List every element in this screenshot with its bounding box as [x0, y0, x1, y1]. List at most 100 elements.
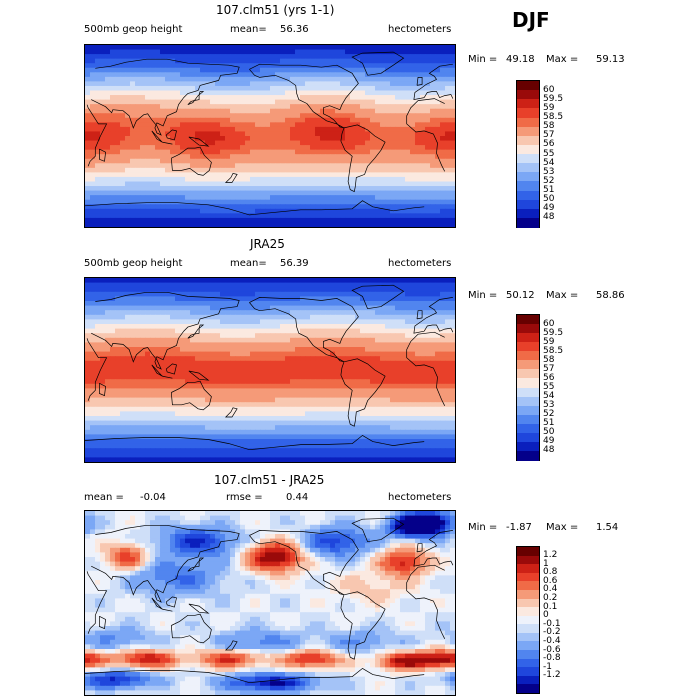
field-cell — [250, 370, 256, 376]
field-cell — [260, 388, 266, 394]
field-cell — [395, 145, 401, 151]
field-cell — [150, 337, 156, 343]
field-cell — [115, 328, 121, 334]
field-cell — [125, 186, 131, 192]
field-cell — [135, 72, 141, 78]
field-cell — [295, 204, 301, 210]
field-cell — [330, 81, 336, 87]
field-cell — [85, 314, 91, 320]
field-cell — [215, 328, 221, 334]
field-cell — [265, 301, 271, 307]
field-cell — [185, 81, 191, 87]
field-cell — [345, 324, 351, 330]
field-cell — [95, 117, 101, 123]
field-cell — [205, 351, 211, 357]
field-cell — [175, 81, 181, 87]
field-cell — [410, 181, 416, 187]
field-cell — [350, 217, 356, 224]
field-cell — [160, 213, 166, 219]
field-cell — [420, 186, 426, 192]
field-cell — [200, 67, 206, 73]
panel2-field-label: 500mb geop height — [84, 258, 183, 269]
field-cell — [140, 108, 146, 114]
field-cell — [145, 282, 151, 288]
field-cell — [450, 222, 455, 227]
field-cell — [235, 81, 241, 87]
field-cell — [360, 217, 366, 224]
field-cell — [230, 328, 236, 334]
field-cell — [105, 374, 111, 380]
field-cell — [105, 360, 111, 366]
field-cell — [230, 397, 236, 403]
field-cell — [385, 63, 391, 69]
field-cell — [400, 379, 406, 385]
field-cell — [165, 149, 171, 155]
field-cell — [345, 305, 351, 311]
field-cell — [190, 337, 196, 343]
field-cell — [330, 199, 336, 205]
field-cell — [315, 190, 321, 196]
field-cell — [295, 199, 301, 205]
field-cell — [295, 149, 301, 155]
field-cell — [370, 333, 376, 339]
field-cell — [100, 90, 106, 96]
field-cell — [270, 136, 276, 142]
field-cell — [310, 383, 316, 389]
field-cell — [200, 370, 206, 376]
field-cell — [135, 347, 141, 353]
field-cell — [110, 45, 116, 51]
field-cell — [165, 291, 171, 297]
field-cell — [255, 104, 261, 110]
field-cell — [155, 287, 161, 293]
field-cell — [360, 49, 366, 55]
field-cell — [105, 282, 111, 288]
field-cell — [185, 95, 191, 101]
field-cell — [85, 81, 91, 87]
field-cell — [180, 291, 186, 297]
field-cell — [380, 388, 386, 394]
field-cell — [370, 374, 376, 380]
field-cell — [340, 158, 346, 164]
field-cell — [245, 333, 251, 339]
field-cell — [205, 154, 211, 160]
field-cell — [140, 379, 146, 385]
field-cell — [410, 217, 416, 224]
field-cell — [150, 204, 156, 210]
field-cell — [335, 278, 341, 284]
field-cell — [315, 90, 321, 96]
field-cell — [125, 204, 131, 210]
field-cell — [220, 383, 226, 389]
field-cell — [270, 328, 276, 334]
field-cell — [395, 95, 401, 101]
field-cell — [350, 126, 356, 133]
field-cell — [145, 301, 151, 307]
field-cell — [415, 342, 421, 348]
field-cell — [180, 113, 186, 119]
field-cell — [325, 45, 331, 51]
field-cell — [310, 397, 316, 403]
field-cell — [200, 45, 206, 51]
field-cell — [150, 351, 156, 357]
field-cell — [380, 296, 386, 302]
field-cell — [340, 167, 346, 173]
field-cell — [105, 90, 111, 96]
field-cell — [420, 45, 426, 51]
field-cell — [180, 163, 186, 169]
field-cell — [250, 287, 256, 293]
field-cell — [330, 278, 336, 284]
field-cell — [105, 199, 111, 205]
field-cell — [350, 393, 356, 399]
field-cell — [170, 301, 176, 307]
field-cell — [90, 136, 96, 142]
field-cell — [280, 190, 286, 196]
field-cell — [230, 305, 236, 311]
field-cell — [85, 356, 91, 362]
field-cell — [145, 347, 151, 353]
field-cell — [270, 393, 276, 399]
field-cell — [330, 154, 336, 160]
field-cell — [210, 131, 216, 137]
field-cell — [210, 328, 216, 334]
field-cell — [220, 45, 226, 51]
field-cell — [425, 328, 431, 334]
field-cell — [340, 347, 346, 353]
